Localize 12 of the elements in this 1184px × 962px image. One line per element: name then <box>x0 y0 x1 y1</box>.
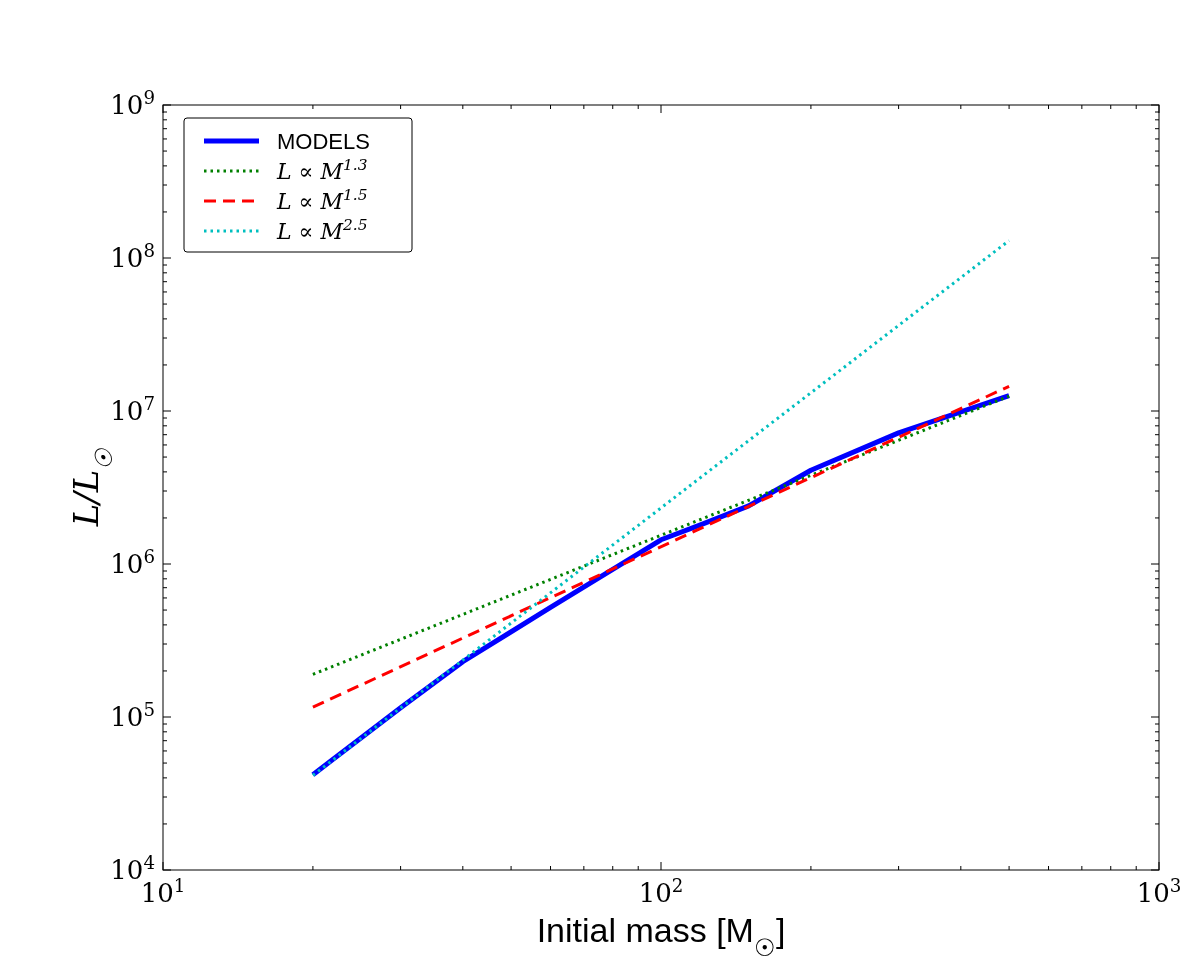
x-tick-label: 10$^{3}$ <box>1136 874 1182 908</box>
y-tick-label: 10$^{6}$ <box>110 545 155 579</box>
y-tick-label: 10$^{9}$ <box>110 86 155 120</box>
y-tick-label: 10$^{5}$ <box>110 698 155 732</box>
x-axis-title: Initial mass [M$_{☉}$] <box>536 911 786 961</box>
y-tick-label: 10$^{8}$ <box>110 239 155 273</box>
x-tick-label: 10$^{2}$ <box>638 874 684 908</box>
legend-label: MODELS <box>277 129 370 154</box>
legend-label: L ∝ M$^{2.5}$ <box>276 216 368 244</box>
legend-label: L ∝ M$^{1.5}$ <box>276 186 368 214</box>
y-tick-label: 10$^{7}$ <box>110 392 155 426</box>
legend-label: L ∝ M$^{1.3}$ <box>276 156 368 184</box>
